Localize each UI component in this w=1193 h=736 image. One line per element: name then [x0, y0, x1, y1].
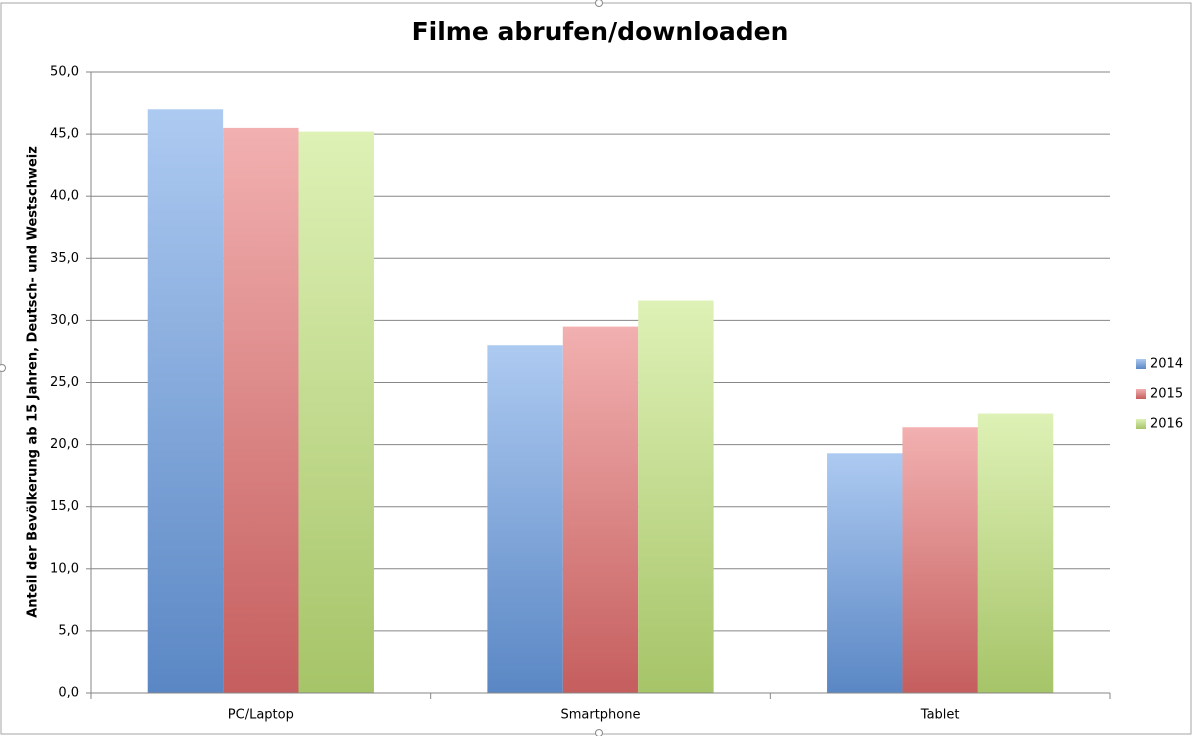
y-tick-label: 30,0 — [50, 313, 79, 328]
resize-handle[interactable] — [595, 729, 603, 736]
y-tick-label: 10,0 — [50, 561, 79, 576]
y-axis-title: Anteil der Bevölkerung ab 15 Jahren, Deu… — [26, 146, 41, 618]
bar — [223, 127, 299, 693]
y-tick-label: 25,0 — [50, 375, 79, 390]
y-tick-label: 20,0 — [50, 437, 79, 452]
x-tick-label: PC/Laptop — [228, 708, 294, 723]
legend-label: 2015 — [1150, 387, 1183, 402]
resize-handle[interactable] — [595, 0, 603, 7]
bar — [147, 109, 224, 693]
x-tick-label: Smartphone — [560, 708, 640, 723]
legend-label: 2014 — [1150, 357, 1183, 372]
legend-swatch — [1136, 359, 1146, 369]
bar — [562, 326, 639, 693]
chart-title: Filme abrufen/downloaden — [412, 17, 789, 46]
y-tick-label: 15,0 — [50, 499, 79, 514]
legend-swatch — [1136, 389, 1146, 399]
bar — [827, 453, 903, 693]
x-tick-label: Tablet — [920, 708, 960, 723]
y-tick-label: 0,0 — [58, 686, 79, 701]
legend-label: 2016 — [1150, 417, 1183, 432]
bar — [487, 345, 563, 693]
bar — [977, 413, 1054, 693]
bar — [902, 427, 978, 693]
y-tick-label: 50,0 — [50, 65, 79, 80]
y-tick-label: 40,0 — [50, 189, 79, 204]
resize-handle[interactable] — [0, 364, 6, 372]
y-tick-label: 5,0 — [58, 623, 79, 638]
legend-swatch — [1136, 419, 1146, 429]
bar — [638, 300, 714, 693]
y-tick-label: 35,0 — [50, 251, 79, 266]
bar — [298, 131, 374, 694]
y-tick-label: 45,0 — [50, 127, 79, 142]
